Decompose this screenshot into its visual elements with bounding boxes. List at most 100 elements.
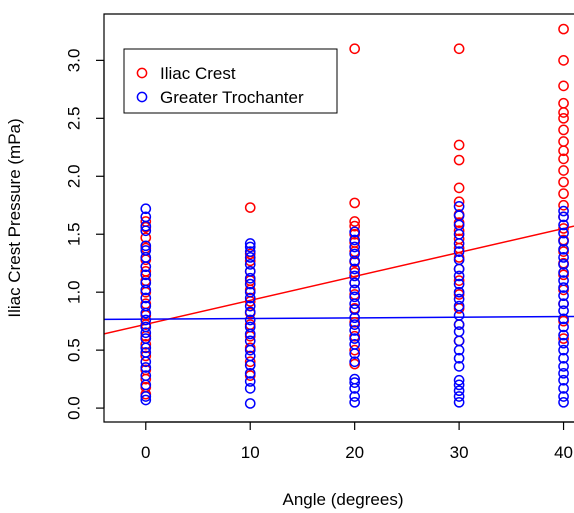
point-greater-trochanter — [140, 307, 152, 319]
point-iliac-crest — [558, 97, 569, 109]
point-greater-trochanter — [453, 300, 465, 312]
point-greater-trochanter — [349, 333, 361, 344]
point-iliac-crest — [558, 112, 569, 124]
point-greater-trochanter — [453, 263, 465, 275]
point-greater-trochanter — [453, 374, 465, 386]
legend-label-iliac-crest: Iliac Crest — [160, 64, 236, 83]
point-greater-trochanter — [558, 361, 569, 372]
point-greater-trochanter — [140, 370, 152, 381]
point-iliac-crest — [349, 197, 361, 209]
point-greater-trochanter — [140, 269, 152, 281]
point-iliac-crest — [244, 202, 256, 213]
point-iliac-crest — [453, 233, 465, 245]
point-iliac-crest — [558, 136, 569, 147]
x-tick-label: 0 — [141, 443, 150, 462]
y-tick-label: 3.0 — [65, 49, 84, 73]
point-greater-trochanter — [349, 270, 361, 282]
point-greater-trochanter — [558, 290, 569, 302]
point-greater-trochanter — [453, 270, 465, 282]
legend: Iliac Crest Greater Trochanter — [123, 48, 338, 114]
point-greater-trochanter — [558, 396, 569, 408]
point-greater-trochanter — [558, 205, 569, 217]
point-greater-trochanter — [453, 201, 465, 212]
point-greater-trochanter — [140, 347, 152, 358]
point-greater-trochanter — [558, 298, 569, 310]
point-iliac-crest — [349, 344, 361, 356]
legend-marker-greater-trochanter — [136, 91, 148, 103]
point-greater-trochanter — [244, 300, 256, 312]
point-greater-trochanter — [558, 267, 569, 278]
y-tick-label: 2.0 — [65, 164, 84, 188]
point-greater-trochanter — [140, 333, 152, 344]
point-greater-trochanter — [558, 313, 569, 325]
point-iliac-crest — [140, 338, 152, 350]
point-greater-trochanter — [140, 394, 152, 406]
point-greater-trochanter — [558, 367, 569, 379]
point-greater-trochanter — [349, 325, 361, 336]
x-axis-label: Angle (degrees) — [283, 490, 404, 509]
point-greater-trochanter — [140, 211, 152, 223]
point-greater-trochanter — [349, 284, 361, 296]
y-tick-label: 2.5 — [65, 106, 84, 130]
point-greater-trochanter — [349, 277, 361, 289]
point-iliac-crest — [558, 333, 569, 344]
y-tick-label: 0.0 — [65, 396, 84, 420]
point-greater-trochanter — [558, 305, 569, 317]
point-greater-trochanter — [453, 385, 465, 397]
point-greater-trochanter — [453, 254, 465, 266]
data-points — [140, 23, 569, 409]
point-greater-trochanter — [349, 248, 361, 260]
point-greater-trochanter — [140, 240, 152, 252]
point-greater-trochanter — [558, 352, 569, 364]
point-greater-trochanter — [349, 255, 361, 267]
point-iliac-crest — [558, 80, 569, 92]
point-iliac-crest — [558, 23, 569, 35]
point-greater-trochanter — [558, 329, 569, 341]
point-greater-trochanter — [558, 321, 569, 333]
x-tick-label: 20 — [345, 443, 364, 462]
point-greater-trochanter — [453, 293, 465, 305]
point-greater-trochanter — [140, 245, 152, 256]
point-greater-trochanter — [244, 286, 256, 298]
y-axis: 0.0 0.5 1.0 1.5 2.0 2.5 3.0 — [65, 49, 105, 420]
point-greater-trochanter — [244, 367, 256, 379]
point-iliac-crest — [558, 55, 569, 66]
legend-marker-iliac-crest — [136, 67, 148, 79]
point-greater-trochanter — [244, 238, 256, 249]
y-axis-label: Iliac Crest Pressure (mPa) — [5, 118, 24, 317]
point-greater-trochanter — [453, 310, 465, 321]
point-greater-trochanter — [558, 259, 569, 270]
point-greater-trochanter — [244, 328, 256, 340]
point-greater-trochanter — [349, 377, 361, 388]
point-greater-trochanter — [558, 374, 569, 386]
point-greater-trochanter — [244, 241, 256, 253]
point-greater-trochanter — [244, 265, 256, 277]
point-greater-trochanter — [453, 396, 465, 408]
point-greater-trochanter — [453, 391, 465, 402]
y-tick-label: 0.5 — [65, 338, 84, 362]
x-tick-label: 10 — [241, 443, 260, 462]
point-iliac-crest — [558, 223, 569, 234]
point-iliac-crest — [349, 43, 361, 55]
point-iliac-crest — [453, 196, 465, 208]
point-greater-trochanter — [349, 291, 361, 303]
point-iliac-crest — [558, 199, 569, 211]
point-greater-trochanter — [453, 286, 465, 298]
point-greater-trochanter — [453, 319, 465, 330]
point-greater-trochanter — [140, 321, 152, 333]
point-iliac-crest — [349, 216, 361, 227]
point-greater-trochanter — [140, 314, 152, 326]
point-greater-trochanter — [349, 319, 361, 330]
point-greater-trochanter — [244, 272, 256, 284]
point-greater-trochanter — [244, 376, 256, 387]
point-iliac-crest — [453, 275, 465, 286]
point-greater-trochanter — [349, 304, 361, 315]
point-greater-trochanter — [558, 227, 569, 239]
point-greater-trochanter — [140, 284, 152, 296]
point-iliac-crest — [140, 265, 152, 277]
point-greater-trochanter — [453, 278, 465, 290]
y-tick-label: 1.5 — [65, 222, 84, 246]
point-greater-trochanter — [244, 350, 256, 362]
point-greater-trochanter — [244, 278, 256, 290]
